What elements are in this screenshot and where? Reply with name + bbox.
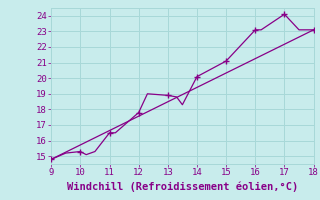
- X-axis label: Windchill (Refroidissement éolien,°C): Windchill (Refroidissement éolien,°C): [67, 181, 298, 192]
